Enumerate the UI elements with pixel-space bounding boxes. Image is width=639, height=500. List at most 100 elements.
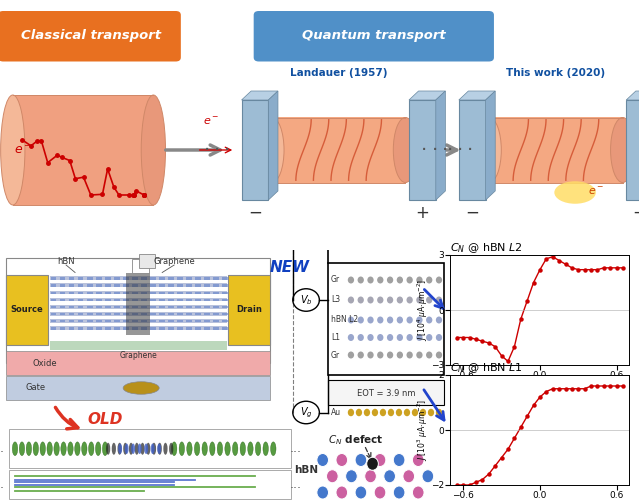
Bar (150, 306, 155, 308)
Ellipse shape (406, 352, 413, 358)
Ellipse shape (118, 443, 121, 455)
Ellipse shape (47, 442, 52, 456)
Bar (123, 328, 128, 330)
Ellipse shape (436, 409, 442, 416)
Ellipse shape (412, 454, 424, 466)
Ellipse shape (377, 334, 383, 341)
Ellipse shape (397, 276, 403, 283)
Bar (69, 306, 75, 308)
Bar (159, 306, 165, 308)
Ellipse shape (270, 442, 276, 456)
Bar (213, 284, 219, 286)
Text: $C_N$ @ hBN $\mathit{L1}$: $C_N$ @ hBN $\mathit{L1}$ (450, 361, 523, 374)
Ellipse shape (377, 276, 383, 283)
Bar (150, 328, 155, 330)
Ellipse shape (348, 316, 354, 324)
Y-axis label: $J$ [$10^4$ $\mu$A$\cdot$$\mu$m$^{-2}$]: $J$ [$10^4$ $\mu$A$\cdot$$\mu$m$^{-2}$] (415, 279, 429, 341)
Ellipse shape (426, 296, 433, 304)
FancyBboxPatch shape (0, 11, 181, 62)
Bar (60, 277, 65, 280)
Bar (141, 320, 146, 322)
Ellipse shape (387, 296, 393, 304)
Bar (126, 272, 150, 335)
Bar (51, 320, 56, 322)
Ellipse shape (106, 443, 110, 455)
Bar (87, 284, 93, 286)
Ellipse shape (187, 442, 192, 456)
Bar (141, 298, 146, 301)
Bar (159, 292, 165, 294)
Bar (177, 277, 183, 280)
Ellipse shape (112, 443, 116, 455)
Text: ·: · (467, 140, 473, 160)
Bar (78, 298, 84, 301)
Bar (132, 306, 137, 308)
Text: ·: · (447, 140, 453, 160)
Ellipse shape (387, 334, 393, 341)
Bar (51, 292, 56, 294)
Ellipse shape (233, 442, 238, 456)
Polygon shape (409, 91, 445, 100)
Bar (132, 320, 137, 322)
Ellipse shape (346, 470, 357, 483)
Bar (159, 298, 165, 301)
Polygon shape (459, 91, 495, 100)
Text: Gr: Gr (331, 350, 340, 360)
Ellipse shape (403, 470, 415, 483)
Ellipse shape (131, 444, 135, 454)
Ellipse shape (123, 443, 127, 455)
Bar (69, 292, 75, 294)
Bar (213, 298, 219, 301)
Ellipse shape (151, 444, 155, 454)
Bar (51, 284, 56, 286)
Bar (114, 292, 119, 294)
Bar (168, 320, 174, 322)
Bar (78, 292, 84, 294)
Bar (132, 328, 137, 330)
Bar (9, 470, 291, 499)
Ellipse shape (202, 442, 208, 456)
Ellipse shape (95, 442, 101, 456)
Bar (186, 320, 192, 322)
Bar (222, 277, 227, 280)
Bar (159, 284, 165, 286)
Bar (141, 306, 146, 308)
Bar (123, 306, 128, 308)
Ellipse shape (61, 442, 66, 456)
Bar (177, 313, 183, 315)
Bar (78, 284, 84, 286)
Ellipse shape (1, 95, 25, 205)
Ellipse shape (416, 334, 422, 341)
Bar (114, 320, 119, 322)
Bar (141, 284, 146, 286)
Text: L3: L3 (331, 296, 340, 304)
Bar (196, 320, 201, 322)
Bar (105, 284, 111, 286)
Text: ...: ... (290, 442, 302, 455)
Bar (114, 328, 119, 330)
Ellipse shape (152, 443, 156, 455)
Polygon shape (268, 91, 278, 200)
Bar (213, 277, 219, 280)
Ellipse shape (82, 442, 87, 456)
Text: hBN: hBN (294, 465, 318, 475)
Bar (123, 284, 128, 286)
Bar (186, 306, 192, 308)
Ellipse shape (356, 409, 362, 416)
Ellipse shape (54, 442, 59, 456)
Bar (132, 313, 137, 315)
Ellipse shape (420, 409, 426, 416)
Ellipse shape (387, 352, 393, 358)
Bar (105, 313, 111, 315)
Bar (96, 284, 102, 286)
Ellipse shape (358, 296, 364, 304)
Bar (9, 428, 291, 468)
Ellipse shape (380, 409, 386, 416)
Ellipse shape (135, 443, 139, 455)
Ellipse shape (377, 296, 383, 304)
Ellipse shape (129, 443, 133, 455)
Ellipse shape (194, 442, 200, 456)
Bar (186, 328, 192, 330)
Text: $e^-$: $e^-$ (588, 186, 604, 197)
Text: NEW: NEW (270, 260, 309, 275)
